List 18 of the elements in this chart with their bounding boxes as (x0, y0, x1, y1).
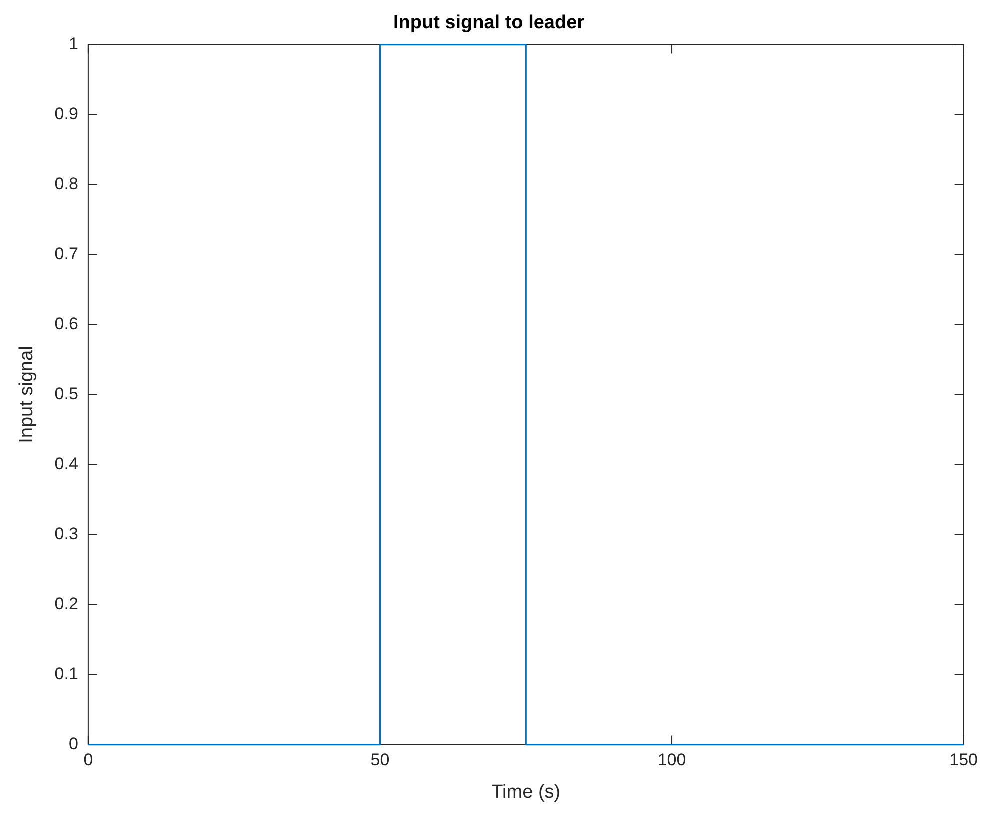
y-tick-label: 0.6 (54, 314, 78, 334)
chart-title: Input signal to leader (393, 12, 586, 34)
y-tick-label: 0.4 (54, 454, 78, 474)
y-tick-label: 0 (68, 734, 78, 754)
x-tick-label: 100 (658, 750, 686, 770)
x-axis-title: Time (s) (492, 782, 561, 803)
y-tick-label: 0.1 (54, 664, 78, 684)
y-tick-label: 1 (68, 34, 78, 54)
x-tick-label: 150 (950, 750, 978, 770)
y-tick-label: 0.2 (54, 594, 78, 614)
y-tick-label: 0.7 (54, 244, 78, 264)
y-axis-title: Input signal (16, 346, 38, 444)
y-tick-label: 0.3 (54, 524, 78, 544)
x-tick-label: 50 (370, 750, 390, 770)
y-tick-label: 0.8 (54, 174, 78, 194)
x-tick-label: 0 (84, 750, 94, 770)
y-tick-label: 0.9 (54, 104, 78, 124)
y-tick-label: 0.5 (54, 384, 78, 404)
